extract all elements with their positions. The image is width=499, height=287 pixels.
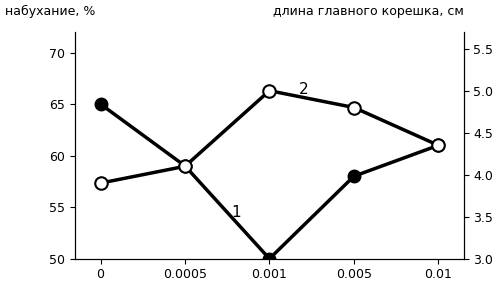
Text: набухание, %: набухание, % [5,5,96,18]
Text: 1: 1 [232,205,241,220]
Text: длина главного корешка, см: длина главного корешка, см [273,5,464,18]
Text: 2: 2 [299,82,309,96]
